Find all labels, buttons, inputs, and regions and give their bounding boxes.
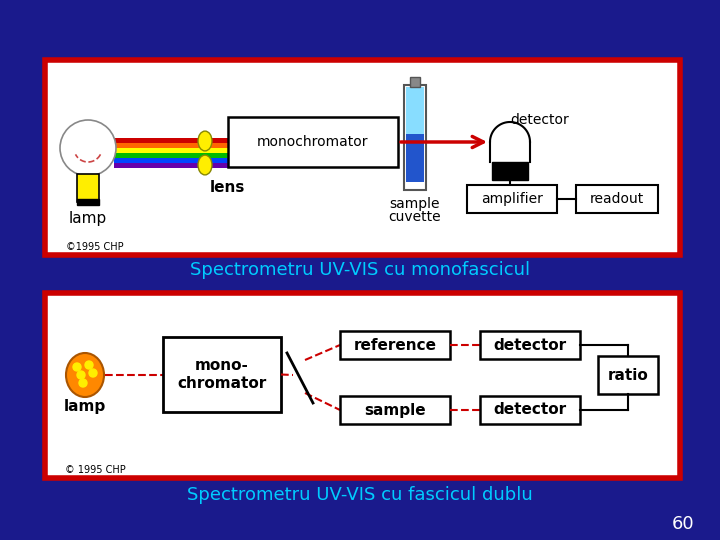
Bar [114,163,228,168]
Bar [406,134,424,181]
Bar [576,185,658,213]
Ellipse shape [198,131,212,151]
Bar [492,162,528,180]
Text: detector: detector [510,113,570,127]
Bar [410,77,420,87]
Text: chromator: chromator [177,376,266,391]
Bar [114,153,228,158]
Bar [480,396,580,424]
Bar [77,199,99,205]
Bar [340,331,450,359]
Text: lamp: lamp [64,400,106,415]
Text: reference: reference [354,338,436,353]
Bar [163,337,281,412]
Bar [598,356,658,394]
Bar [480,331,580,359]
Polygon shape [490,122,530,142]
Ellipse shape [198,155,212,175]
Text: detector: detector [493,338,567,353]
Bar [228,117,398,167]
Text: 60: 60 [672,515,694,533]
Ellipse shape [66,353,104,397]
Bar [406,87,424,134]
Circle shape [77,371,85,379]
Text: lamp: lamp [69,211,107,226]
Circle shape [79,379,87,387]
Text: Spectrometru UV-VIS cu fascicul dublu: Spectrometru UV-VIS cu fascicul dublu [187,486,533,504]
Text: lens: lens [210,180,245,195]
Text: readout: readout [590,192,644,206]
Bar [404,85,426,190]
Text: © 1995 CHP: © 1995 CHP [65,465,125,475]
Circle shape [85,361,93,369]
Circle shape [89,369,97,377]
Bar [340,396,450,424]
Bar [114,158,228,163]
Bar [114,148,228,153]
Text: monochromator: monochromator [257,135,369,149]
Bar [77,174,99,202]
Bar [114,143,228,148]
Text: mono-: mono- [195,358,249,373]
Circle shape [73,363,81,371]
Text: sample: sample [390,197,440,211]
Bar [45,60,680,255]
Text: cuvette: cuvette [389,210,441,224]
Text: Spectrometru UV-VIS cu monofascicul: Spectrometru UV-VIS cu monofascicul [190,261,530,279]
Text: amplifier: amplifier [481,192,543,206]
Text: ©1995 CHP: ©1995 CHP [66,242,124,252]
Bar [45,293,680,478]
Bar [467,185,557,213]
Text: detector: detector [493,402,567,417]
Circle shape [60,120,116,176]
Text: sample: sample [364,402,426,417]
Text: ratio: ratio [608,368,649,382]
Bar [114,138,228,143]
